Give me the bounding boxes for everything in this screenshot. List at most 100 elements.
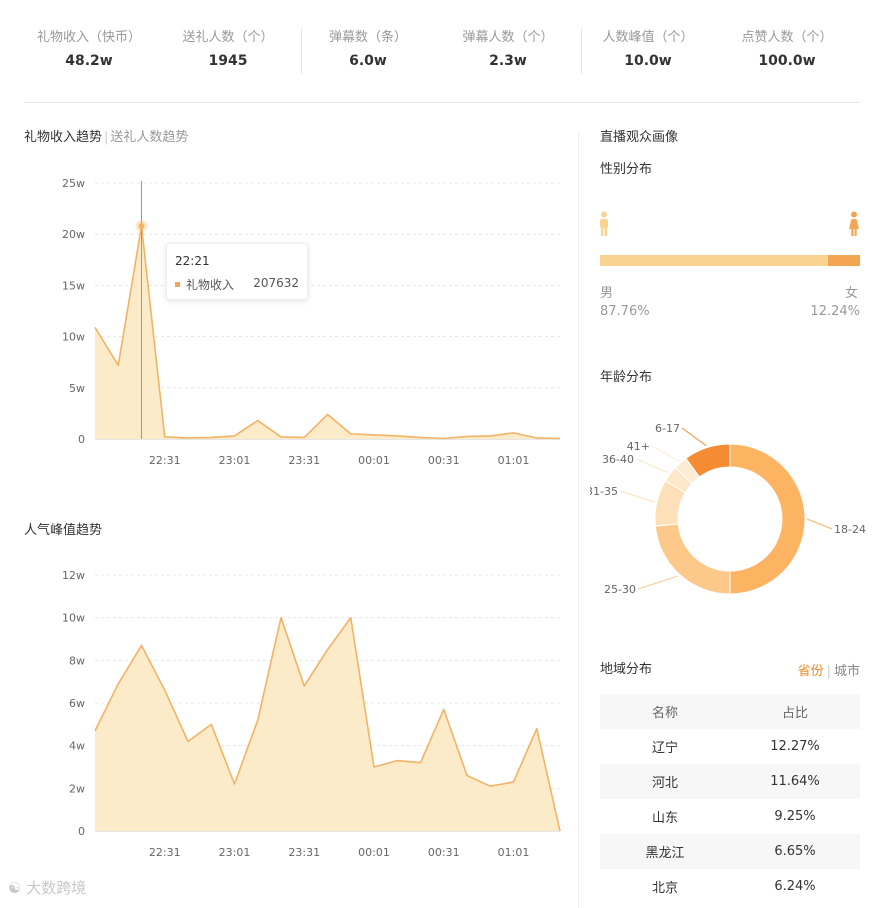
slice-label: 41+: [627, 440, 650, 453]
donut-slice: [654, 523, 731, 595]
y-tick-label: 2w: [69, 782, 85, 795]
x-tick-label: 00:31: [428, 454, 460, 467]
region-share: 12.27%: [770, 739, 820, 754]
stat-likes: 点赞人数（个） 100.0w: [717, 28, 857, 74]
tab-province[interactable]: 省份: [797, 664, 824, 679]
region-tabs: 省份 | 城市: [798, 663, 860, 681]
stat-value: 2.3w: [489, 53, 527, 69]
stat-value: 1945: [208, 53, 248, 69]
stat-value: 100.0w: [758, 53, 816, 69]
slice-label: 31-35: [590, 485, 618, 498]
region-name: 辽宁: [651, 741, 678, 756]
tab-city[interactable]: 城市: [833, 664, 860, 679]
slice-label: 18-24: [834, 523, 866, 536]
series-line: [94, 225, 561, 440]
stat-label: 弹幕人数（个）: [462, 30, 554, 45]
tab-gift-senders-trend[interactable]: 送礼人数趋势: [110, 130, 189, 145]
gift-income-chart[interactable]: 0 5w 10w 15w 20w 25w 22:31 23:01 23:31 00:01 00:31…: [0, 160, 575, 480]
tooltip-series-marker: [175, 282, 180, 287]
chart-tooltip: 22:21 礼物收入 207632: [166, 243, 308, 300]
stat-label: 弹幕数（条）: [328, 30, 407, 45]
table-row: 山东 9.25%: [600, 799, 860, 834]
stat-value: 10.0w: [624, 53, 672, 69]
area-fill: [95, 617, 560, 831]
male-percent: 87.76%: [600, 304, 650, 319]
y-tick-label: 5w: [69, 382, 85, 395]
x-tick-label: 01:01: [498, 846, 530, 859]
column-header-share: 占比: [781, 706, 808, 721]
male-label: 男: [600, 286, 614, 301]
gender-title: 性别分布: [600, 162, 653, 177]
female-percent: 12.24%: [810, 304, 860, 319]
x-tick-label: 00:01: [358, 846, 390, 859]
audience-title: 直播观众画像: [600, 130, 679, 145]
watermark: ☯ 大数跨境: [8, 877, 86, 898]
column-divider: [578, 132, 579, 908]
y-tick-label: 15w: [62, 279, 85, 292]
x-tick-label: 23:01: [219, 846, 251, 859]
tab-gift-income-trend[interactable]: 礼物收入趋势: [24, 130, 103, 145]
slice-leader-line: [651, 445, 680, 462]
region-name: 黑龙江: [645, 846, 685, 861]
column-header-name: 名称: [651, 706, 678, 721]
slice-leader-line: [681, 427, 707, 447]
popularity-peak-chart[interactable]: 0 2w 4w 6w 8w 10w 12w 22:31 23:01 23:31 00:01 00:31…: [0, 555, 575, 870]
x-tick-label: 23:01: [219, 454, 251, 467]
popularity-chart-title: 人气峰值趋势: [24, 523, 103, 538]
divider: [581, 28, 582, 74]
area-fill: [95, 226, 560, 439]
stat-value: 6.0w: [349, 53, 387, 69]
region-share: 9.25%: [774, 809, 816, 824]
stat-danmaku-users: 弹幕人数（个） 2.3w: [438, 28, 578, 74]
x-tick-label: 01:01: [498, 454, 530, 467]
stat-gift-income: 礼物收入（快币） 48.2w: [19, 28, 159, 74]
slice-label: 25-30: [604, 583, 636, 596]
stats-bar: 礼物收入（快币） 48.2w 送礼人数（个） 1945 弹幕数（条） 6.0w …: [0, 0, 882, 103]
stat-label: 送礼人数（个）: [182, 30, 274, 45]
table-row: 辽宁 12.27%: [600, 729, 860, 764]
x-tick-label: 00:31: [428, 846, 460, 859]
y-tick-label: 0: [78, 825, 85, 838]
region-share: 6.24%: [774, 879, 816, 894]
x-tick-label: 23:31: [288, 846, 320, 859]
age-title: 年龄分布: [600, 370, 653, 385]
x-tick-label: 00:01: [358, 454, 390, 467]
y-tick-label: 10w: [62, 331, 85, 344]
series-line: [94, 616, 561, 832]
region-share: 6.65%: [774, 844, 816, 859]
region-name: 河北: [651, 776, 678, 791]
x-tick-label: 23:31: [288, 454, 320, 467]
y-tick-label: 0: [78, 433, 85, 446]
y-tick-label: 10w: [62, 612, 85, 625]
hover-point: [138, 223, 145, 230]
stat-danmaku-count: 弹幕数（条） 6.0w: [298, 28, 438, 74]
slice-label: 36-40: [602, 453, 634, 466]
table-row: 河北 11.64%: [600, 764, 860, 799]
x-tick-label: 22:31: [149, 846, 181, 859]
tab-separator: |: [826, 664, 831, 679]
stat-gift-senders: 送礼人数（个） 1945: [158, 28, 298, 74]
watermark-logo-icon: ☯: [8, 879, 22, 897]
region-title: 地域分布: [600, 662, 653, 677]
y-tick-label: 4w: [69, 740, 85, 753]
y-tick-label: 20w: [62, 228, 85, 241]
slice-label: 6-17: [655, 422, 680, 435]
region-table: 名称 占比 辽宁 12.27% 河北 11.64% 山东 9.25% 黑龙江 6…: [600, 694, 860, 904]
divider: [24, 102, 860, 103]
tooltip-time: 22:21: [175, 254, 210, 268]
donut-slice: [729, 443, 806, 595]
divider: [301, 28, 302, 74]
table-row: 黑龙江 6.65%: [600, 834, 860, 869]
y-tick-label: 25w: [62, 177, 85, 190]
y-tick-label: 8w: [69, 654, 85, 667]
gift-chart-tabs: 礼物收入趋势 | 送礼人数趋势: [24, 129, 188, 147]
table-header: 名称 占比: [600, 694, 860, 729]
region-name: 山东: [651, 811, 678, 826]
watermark-text: 大数跨境: [26, 879, 87, 897]
slice-leader-line: [635, 458, 669, 474]
region-name: 北京: [651, 881, 678, 896]
stat-label: 礼物收入（快币）: [36, 30, 141, 45]
tooltip-value: 207632: [253, 276, 299, 290]
male-person-icon: [600, 211, 608, 236]
